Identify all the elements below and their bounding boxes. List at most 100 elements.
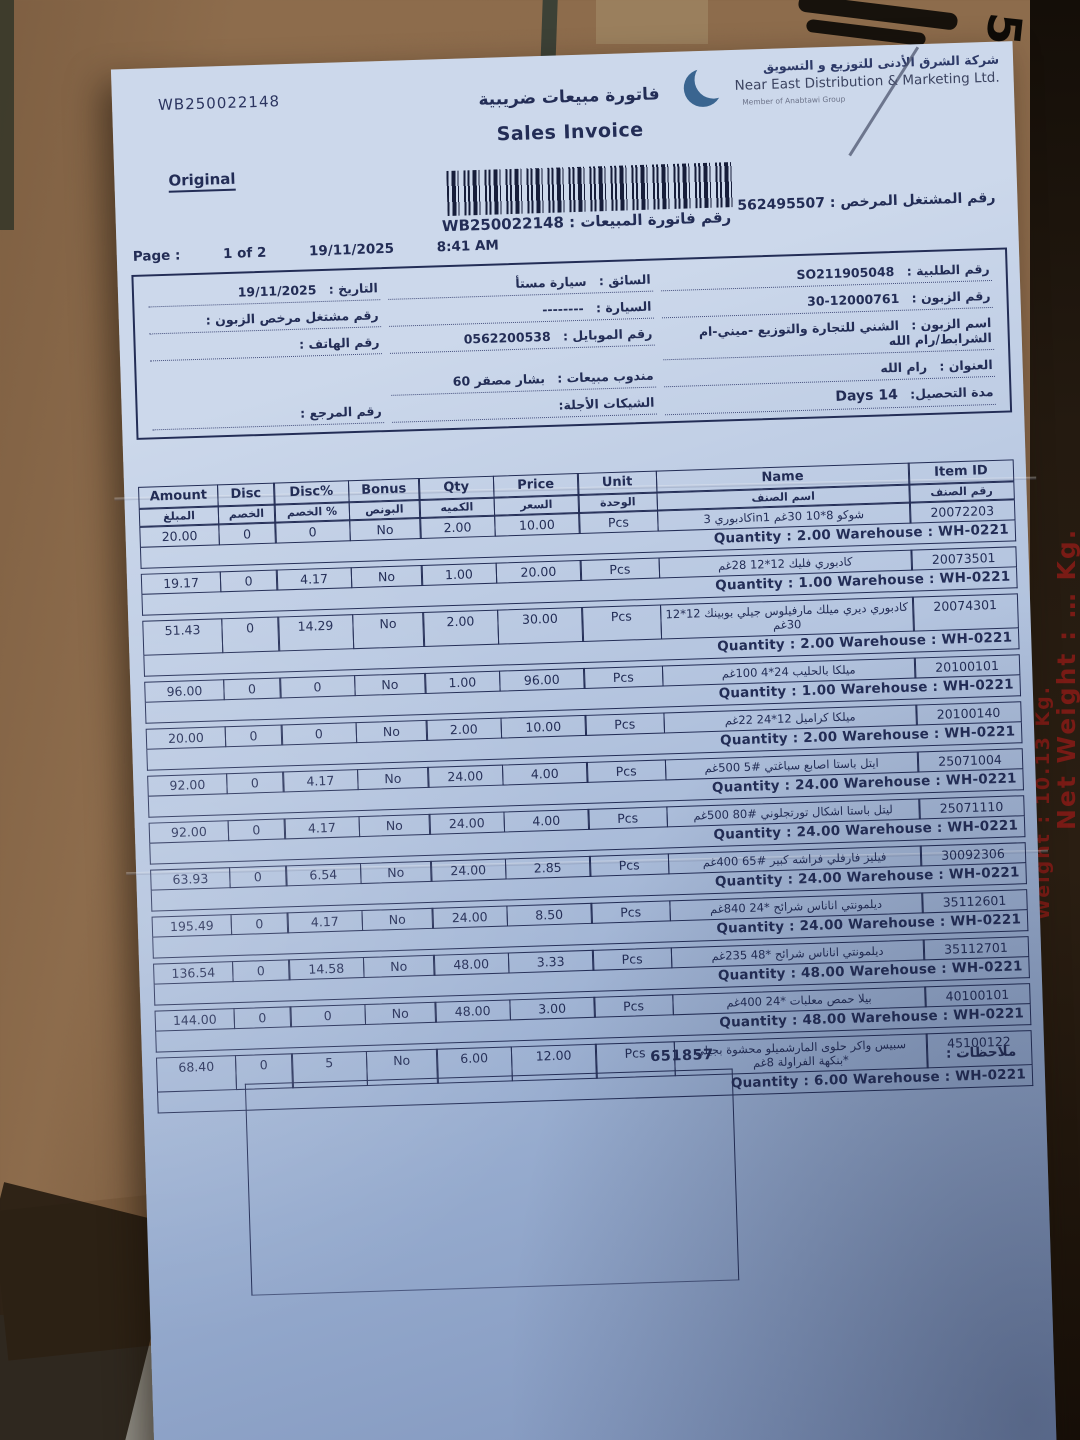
item-bonus: No — [350, 564, 423, 589]
box-side-net-weight-text: Net Weight : … Kg. — [1052, 527, 1080, 830]
date-label: التاريخ : — [328, 280, 379, 297]
item-price: 3.33 — [507, 949, 594, 974]
item-disc-pct: 0 — [289, 1003, 367, 1028]
item-unit: Pcs — [579, 557, 661, 582]
item-price: 30.00 — [496, 606, 584, 645]
item-price: 20.00 — [495, 559, 582, 584]
item-qty: 48.00 — [434, 999, 511, 1023]
mobile-label: رقم الموبايل : — [562, 325, 653, 344]
item-id: 20073501 — [910, 546, 1018, 571]
crescent-logo-icon — [683, 64, 728, 111]
items-list: 20.00 0 0 No 2.00 10.00 Pcs شوكو 8*10 30… — [139, 499, 1034, 1114]
header-unit: Unit — [576, 470, 658, 496]
mobile-field: رقم الموبايل : 0562200538 — [389, 322, 655, 354]
invoice-barcode — [446, 161, 736, 217]
item-amount: 195.49 — [151, 913, 233, 938]
notes-box — [244, 1068, 740, 1296]
company-logo: شركة الشرق الأدنى للتوزيع و التسويق Near… — [683, 46, 1000, 157]
item-disc-pct: 4.17 — [283, 815, 361, 840]
item-disc-pct: 14.58 — [287, 956, 365, 981]
item-disc-pct: 4.17 — [282, 768, 359, 793]
deferred-checks-field: الشيكات الأجلة: — [391, 391, 657, 423]
phone-label: رقم الهاتف : — [298, 334, 380, 352]
item-id: 40100101 — [924, 982, 1031, 1008]
item-unit: Pcs — [591, 947, 673, 971]
licensed-dealer-label: رقم المشتغل المرخص : — [829, 189, 996, 211]
header-disc-pct: Disc% — [272, 480, 350, 505]
item-disc: 0 — [219, 569, 278, 593]
item-unit: Pcs — [578, 510, 659, 535]
item-qty: 24.00 — [429, 858, 507, 882]
phone-field: رقم الهاتف : — [149, 331, 382, 362]
item-unit: Pcs — [587, 806, 668, 830]
item-amount: 19.17 — [140, 571, 222, 595]
item-amount: 144.00 — [154, 1007, 236, 1032]
invoice-paper: WB250022148 فاتورة مبيعات ضريبية Sales I… — [110, 41, 1058, 1440]
driver-value: سيارة مستأ — [515, 273, 587, 291]
item-price: 4.00 — [502, 808, 590, 833]
item-bonus: No — [355, 719, 428, 743]
item-amount: 92.00 — [147, 772, 228, 797]
header-price: Price — [492, 473, 580, 498]
item-id: 20100140 — [915, 700, 1022, 726]
item-id: 35112601 — [921, 888, 1028, 914]
item-unit: Pcs — [590, 900, 671, 924]
item-bonus: No — [357, 813, 431, 837]
item-qty: 2.00 — [425, 717, 503, 741]
item-id: 20074301 — [911, 593, 1019, 632]
item-amount: 20.00 — [145, 725, 227, 750]
item-disc: 0 — [225, 771, 285, 795]
item-disc-pct: 4.17 — [286, 909, 364, 934]
invoice-time: 8:41 AM — [436, 237, 500, 256]
date-value: 19/11/2025 — [237, 282, 317, 300]
item-disc: 0 — [227, 818, 286, 841]
header-disc: Disc — [216, 482, 276, 507]
item-disc-pct: 0 — [279, 674, 356, 699]
item-unit: Pcs — [581, 604, 663, 642]
customer-info-box: رقم الطلبية : SO211905048 السائق : سيارة… — [131, 247, 1013, 440]
header-disc-ar: الخصم — [217, 504, 276, 525]
customer-licensed-dealer-label: رقم مشتغل مرخص الزبون : — [205, 307, 379, 328]
item-disc: 0 — [222, 677, 282, 701]
item-disc: 0 — [224, 724, 283, 748]
item-amount: 20.00 — [139, 524, 220, 548]
item-unit: Pcs — [588, 853, 670, 877]
order-number-value: SO211905048 — [796, 264, 895, 283]
sales-rep-label: مندوب مبيعات : — [557, 367, 654, 386]
licensed-dealer-number: 562495507 — [737, 195, 826, 214]
item-disc: 0 — [230, 912, 289, 935]
item-disc-pct: 0 — [280, 721, 358, 746]
item-qty: 24.00 — [428, 811, 506, 835]
item-bonus: No — [359, 860, 433, 884]
original-copy-label: Original — [168, 169, 236, 193]
item-qty: 2.00 — [419, 515, 496, 540]
address-label: العنوان : — [939, 356, 993, 374]
order-number-label: رقم الطلبية : — [906, 261, 990, 279]
reference-number-label: رقم المرجع : — [299, 403, 382, 421]
item-amount: 68.40 — [155, 1054, 238, 1093]
spacer-field — [151, 373, 383, 402]
notes-label: ملاحظات : — [945, 1043, 1017, 1062]
item-disc: 0 — [228, 865, 288, 888]
item-unit: Pcs — [584, 712, 666, 736]
page-info-row: Page : 1 of 2 19/11/2025 8:41 AM — [133, 236, 538, 264]
invoice-number-value: WB250022148 — [441, 213, 565, 236]
box-edge-shadow — [0, 0, 14, 230]
item-bonus: No — [363, 1001, 437, 1025]
header-qty: Qty — [417, 475, 495, 501]
item-price: 8.50 — [505, 902, 593, 927]
box-tape-patch — [596, 0, 708, 44]
item-bonus: No — [360, 907, 434, 931]
mobile-value: 0562200538 — [463, 328, 551, 347]
item-price: 10.00 — [493, 513, 581, 537]
item-unit: Pcs — [593, 994, 674, 1018]
invoice-title-english: Sales Invoice — [496, 118, 644, 146]
item-bonus: No — [351, 611, 425, 649]
item-id: 25071004 — [916, 747, 1024, 773]
notes-number: 651857 — [649, 1047, 714, 1066]
item-bonus: No — [362, 954, 436, 978]
header-bonus: Bonus — [347, 478, 421, 503]
item-disc: 0 — [232, 1006, 292, 1029]
invoice-number-label: رقم فاتورة المبيعات : — [568, 208, 732, 232]
driver-label: السائق : — [598, 271, 651, 289]
